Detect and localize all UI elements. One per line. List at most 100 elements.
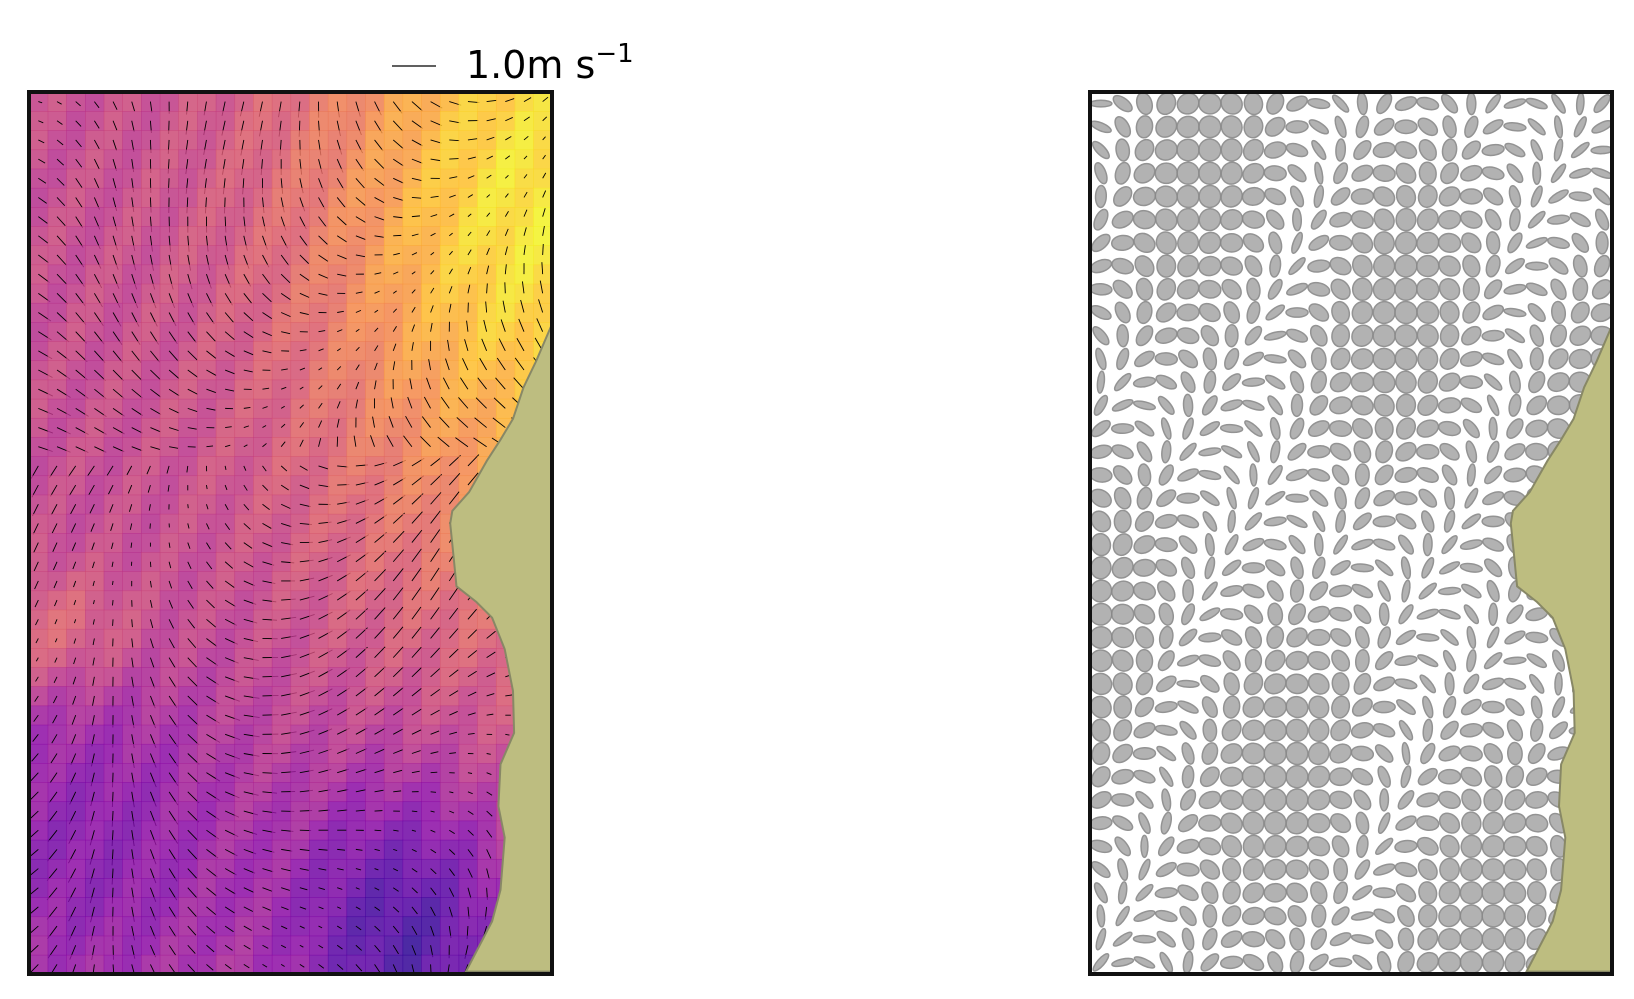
tidal-ellipse xyxy=(1503,307,1527,318)
current-arrow xyxy=(448,607,459,620)
tidal-ellipse xyxy=(1439,324,1460,348)
field-cell xyxy=(365,609,385,630)
current-arrow xyxy=(54,599,58,607)
current-arrow xyxy=(392,906,400,913)
tidal-ellipse xyxy=(1290,393,1304,418)
tidal-ellipse xyxy=(1242,233,1265,253)
tidal-ellipse xyxy=(1438,904,1461,928)
current-arrow xyxy=(224,599,236,607)
tidal-ellipse xyxy=(1223,465,1240,485)
current-arrow xyxy=(224,542,232,550)
tidal-ellipse xyxy=(1395,513,1417,530)
tidal-ellipse xyxy=(1356,92,1369,116)
tidal-ellipse xyxy=(1241,931,1266,948)
tidal-ellipse xyxy=(1395,393,1417,418)
tidal-ellipse xyxy=(1155,861,1177,878)
current-arrow xyxy=(299,422,305,428)
current-arrow xyxy=(187,944,196,954)
current-arrow xyxy=(90,523,95,532)
tidal-ellipse xyxy=(1417,394,1439,417)
tidal-ellipse xyxy=(1241,562,1266,574)
current-arrow xyxy=(411,289,416,294)
current-arrow xyxy=(449,176,458,179)
current-arrow xyxy=(337,809,348,812)
current-arrow xyxy=(374,727,386,735)
field-cell xyxy=(383,322,404,342)
tidal-ellipse xyxy=(1242,882,1265,904)
current-arrow xyxy=(318,420,323,428)
current-arrow xyxy=(449,139,460,142)
tidal-ellipse xyxy=(1263,696,1287,718)
field-cell xyxy=(477,360,497,381)
tidal-ellipse xyxy=(1241,906,1265,926)
tidal-ellipse xyxy=(1416,792,1440,808)
tidal-ellipse xyxy=(1285,882,1309,903)
current-arrow xyxy=(206,944,215,953)
tidal-ellipse xyxy=(1312,510,1326,533)
tidal-ellipse xyxy=(1176,492,1200,504)
current-arrow xyxy=(32,523,39,535)
tidal-ellipse xyxy=(1437,928,1462,951)
tidal-ellipse xyxy=(1090,419,1111,438)
tidal-ellipse xyxy=(1394,839,1418,853)
tidal-ellipse xyxy=(1353,604,1372,625)
current-arrow xyxy=(280,484,289,491)
current-arrow xyxy=(224,944,233,951)
tidal-ellipse xyxy=(1090,444,1113,460)
tidal-ellipse xyxy=(1590,145,1612,155)
tidal-ellipse xyxy=(1226,486,1237,510)
tidal-ellipse xyxy=(1373,254,1396,278)
field-cell xyxy=(346,417,366,438)
tidal-ellipse xyxy=(1221,719,1242,742)
current-arrow xyxy=(423,396,431,409)
tidal-ellipse xyxy=(1112,931,1133,947)
current-arrow xyxy=(467,691,477,697)
tidal-ellipse xyxy=(1483,765,1503,789)
tidal-ellipse xyxy=(1308,303,1330,322)
tidal-ellipse xyxy=(1265,559,1286,577)
current-arrow xyxy=(467,608,477,620)
tidal-ellipse xyxy=(1483,558,1503,578)
tidal-ellipse xyxy=(1263,354,1287,364)
tidal-ellipse xyxy=(1524,442,1549,461)
current-arrow xyxy=(93,178,100,190)
current-arrow xyxy=(466,320,469,332)
tidal-ellipse xyxy=(1525,835,1548,857)
current-arrow xyxy=(262,387,270,390)
tidal-ellipse xyxy=(1485,254,1501,278)
current-arrow xyxy=(355,964,363,972)
tidal-ellipse xyxy=(1311,139,1327,161)
tidal-ellipse xyxy=(1527,210,1546,229)
tidal-ellipse xyxy=(1201,581,1218,601)
tidal-ellipse xyxy=(1397,534,1415,555)
current-arrow xyxy=(430,305,434,313)
current-arrow xyxy=(224,465,227,470)
current-arrow xyxy=(430,647,440,658)
tidal-ellipse xyxy=(1181,603,1196,626)
tidal-ellipse xyxy=(1156,580,1176,602)
tidal-ellipse xyxy=(1416,301,1440,324)
tidal-ellipse xyxy=(1113,186,1133,207)
current-arrow xyxy=(224,906,235,914)
tidal-ellipse xyxy=(1111,556,1134,579)
field-cell xyxy=(365,360,385,381)
current-arrow xyxy=(131,427,143,434)
field-cell xyxy=(458,609,478,630)
current-arrow xyxy=(32,734,39,742)
tidal-ellipse xyxy=(1198,814,1222,832)
tidal-ellipse xyxy=(1285,835,1309,858)
current-arrow xyxy=(486,713,494,716)
tidal-ellipse xyxy=(1090,556,1112,580)
current-arrow xyxy=(281,906,289,911)
current-arrow xyxy=(542,225,545,236)
tidal-ellipse xyxy=(1394,678,1418,690)
tidal-ellipse xyxy=(1178,349,1199,369)
tidal-ellipse xyxy=(1570,301,1590,324)
tidal-ellipse xyxy=(1354,487,1371,510)
current-arrow xyxy=(318,273,329,279)
tidal-ellipse xyxy=(1288,257,1306,276)
field-cell xyxy=(383,379,404,400)
current-arrow xyxy=(407,396,413,409)
field-cell xyxy=(477,245,497,266)
current-arrow xyxy=(243,369,253,373)
